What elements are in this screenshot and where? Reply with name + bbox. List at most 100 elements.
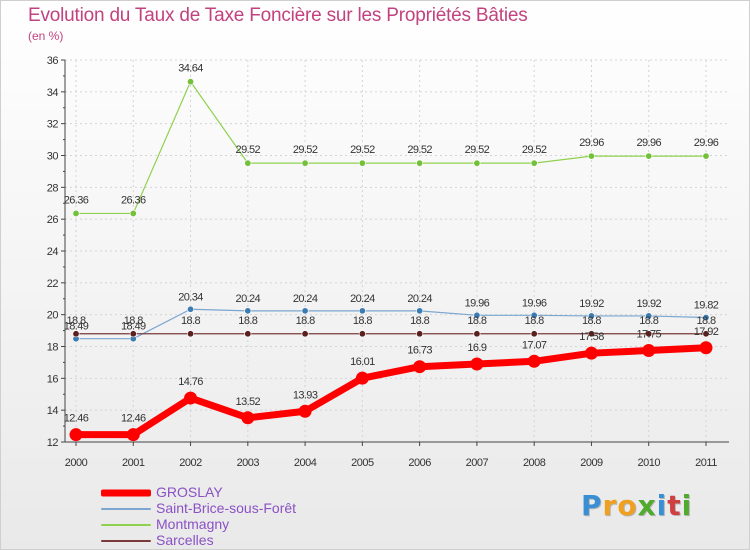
y-tick-label: 28: [47, 182, 59, 194]
x-tick-label: 2002: [179, 457, 202, 469]
axes: 12 14 16 18 20 22 24 26 28 30 32 34 36 2000 2001 2002 20…: [47, 55, 729, 469]
y-tick-label: 12: [47, 437, 59, 449]
data-point-sarcelles: [244, 330, 252, 338]
series-line-montmagny: [75, 81, 707, 215]
data-label-saint-brice-sous-for-t: 19.92: [579, 298, 604, 310]
legend-label-sarcelles: Sarcelles: [156, 532, 214, 548]
legend-swatch-saint-brice: [101, 508, 151, 510]
legend-label-saint-brice: Saint-Brice-sous-Forêt: [156, 500, 297, 516]
data-label-saint-brice-sous-for-t: 20.24: [293, 293, 318, 305]
x-tick-label: 2008: [523, 457, 546, 469]
data-point-sarcelles: [187, 330, 195, 338]
data-label-groslay: 14.76: [178, 376, 203, 388]
data-label-montmagny: 29.96: [694, 137, 719, 149]
y-tick-label: 24: [47, 246, 59, 258]
data-point-sarcelles: [416, 330, 424, 338]
data-label-montmagny: 29.52: [350, 144, 375, 156]
data-point-saint-brice-sous-for-t: [645, 312, 653, 320]
data-point-sarcelles: [72, 330, 80, 338]
data-label-saint-brice-sous-for-t: 20.34: [178, 291, 203, 303]
x-tick-label: 2010: [637, 457, 660, 469]
data-label-montmagny: 29.52: [522, 144, 547, 156]
data-labels-layer: 26.36 26.36 34.64 29.52 29.52 29.52 29.52 29.52…: [64, 63, 720, 425]
data-label-sarcelles: 18.8: [696, 315, 715, 327]
data-label-saint-brice-sous-for-t: 19.82: [694, 300, 719, 312]
data-label-montmagny: 26.36: [64, 194, 89, 206]
data-label-montmagny: 34.64: [178, 63, 203, 75]
data-label-sarcelles: 18.8: [181, 315, 200, 327]
data-point-saint-brice-sous-for-t: [187, 305, 195, 313]
data-label-groslay: 17.58: [579, 331, 604, 343]
data-point-saint-brice-sous-for-t: [587, 312, 595, 320]
series-line-groslay: [72, 344, 710, 439]
data-label-groslay: 13.52: [236, 396, 261, 408]
data-point-montmagny: [129, 209, 137, 217]
data-label-saint-brice-sous-for-t: 19.96: [465, 297, 490, 309]
y-tick-label: 16: [47, 373, 59, 385]
logo-letter: o: [617, 489, 638, 522]
logo-letter: r: [602, 489, 618, 522]
data-label-saint-brice-sous-for-t: 20.24: [236, 293, 261, 305]
proxiti-logo: Proxiti: [581, 489, 692, 522]
data-point-sarcelles: [702, 330, 710, 338]
data-label-sarcelles: 18.8: [639, 315, 658, 327]
data-point-sarcelles: [358, 330, 366, 338]
data-label-sarcelles: 18.8: [238, 315, 257, 327]
data-label-montmagny: 29.52: [236, 144, 261, 156]
data-point-saint-brice-sous-for-t: [301, 307, 309, 315]
data-label-montmagny: 29.52: [407, 144, 432, 156]
data-label-sarcelles: 18.8: [66, 315, 85, 327]
logo-letter: t: [667, 489, 682, 522]
data-label-montmagny: 29.52: [465, 144, 490, 156]
data-point-saint-brice-sous-for-t: [530, 311, 538, 319]
data-point-groslay: [126, 428, 140, 442]
data-point-sarcelles: [645, 330, 653, 338]
x-tick-label: 2003: [237, 457, 260, 469]
data-point-montmagny: [473, 159, 481, 167]
data-label-sarcelles: 18.8: [525, 315, 544, 327]
x-tick-label: 2007: [466, 457, 489, 469]
x-tick-label: 2006: [408, 457, 431, 469]
data-point-sarcelles: [530, 330, 538, 338]
chart-title: Evolution du Taux de Taxe Foncière sur l…: [28, 5, 528, 26]
legend-swatch-groslay: [101, 489, 151, 497]
data-point-montmagny: [702, 152, 710, 160]
series-line-saint-brice-sous-for-t: [75, 308, 707, 340]
data-label-montmagny: 29.52: [293, 144, 318, 156]
data-point-montmagny: [530, 159, 538, 167]
logo-letter: i: [681, 489, 693, 522]
logo-letter: i: [656, 489, 668, 522]
data-point-groslay: [584, 346, 598, 360]
data-point-groslay: [355, 371, 369, 385]
data-point-groslay: [527, 354, 541, 368]
logo-letter: x: [637, 489, 657, 522]
data-label-montmagny: 26.36: [121, 194, 146, 206]
data-point-sarcelles: [301, 330, 309, 338]
data-label-groslay: 16.9: [467, 342, 486, 354]
data-point-montmagny: [301, 159, 309, 167]
data-point-montmagny: [244, 159, 252, 167]
data-point-montmagny: [187, 78, 195, 86]
data-label-groslay: 12.46: [121, 413, 146, 425]
data-point-groslay: [298, 404, 312, 418]
grid: [65, 59, 729, 443]
data-point-groslay: [642, 343, 656, 357]
data-label-saint-brice-sous-for-t: 18.49: [121, 321, 146, 333]
data-point-montmagny: [645, 152, 653, 160]
data-point-saint-brice-sous-for-t: [416, 307, 424, 315]
data-label-montmagny: 29.96: [579, 137, 604, 149]
data-label-groslay: 17.07: [522, 339, 547, 351]
y-tick-label: 26: [47, 214, 59, 226]
data-point-groslay: [413, 360, 427, 374]
data-label-groslay: 17.92: [694, 326, 719, 338]
y-tick-label: 32: [47, 119, 59, 131]
data-label-groslay: 16.73: [407, 345, 432, 357]
data-label-groslay: 13.93: [293, 389, 318, 401]
data-label-sarcelles: 18.8: [410, 315, 429, 327]
data-point-montmagny: [358, 159, 366, 167]
x-tick-label: 2000: [65, 457, 88, 469]
y-tick-label: 22: [47, 278, 59, 290]
data-point-sarcelles: [129, 330, 137, 338]
y-tick-label: 36: [47, 55, 59, 67]
